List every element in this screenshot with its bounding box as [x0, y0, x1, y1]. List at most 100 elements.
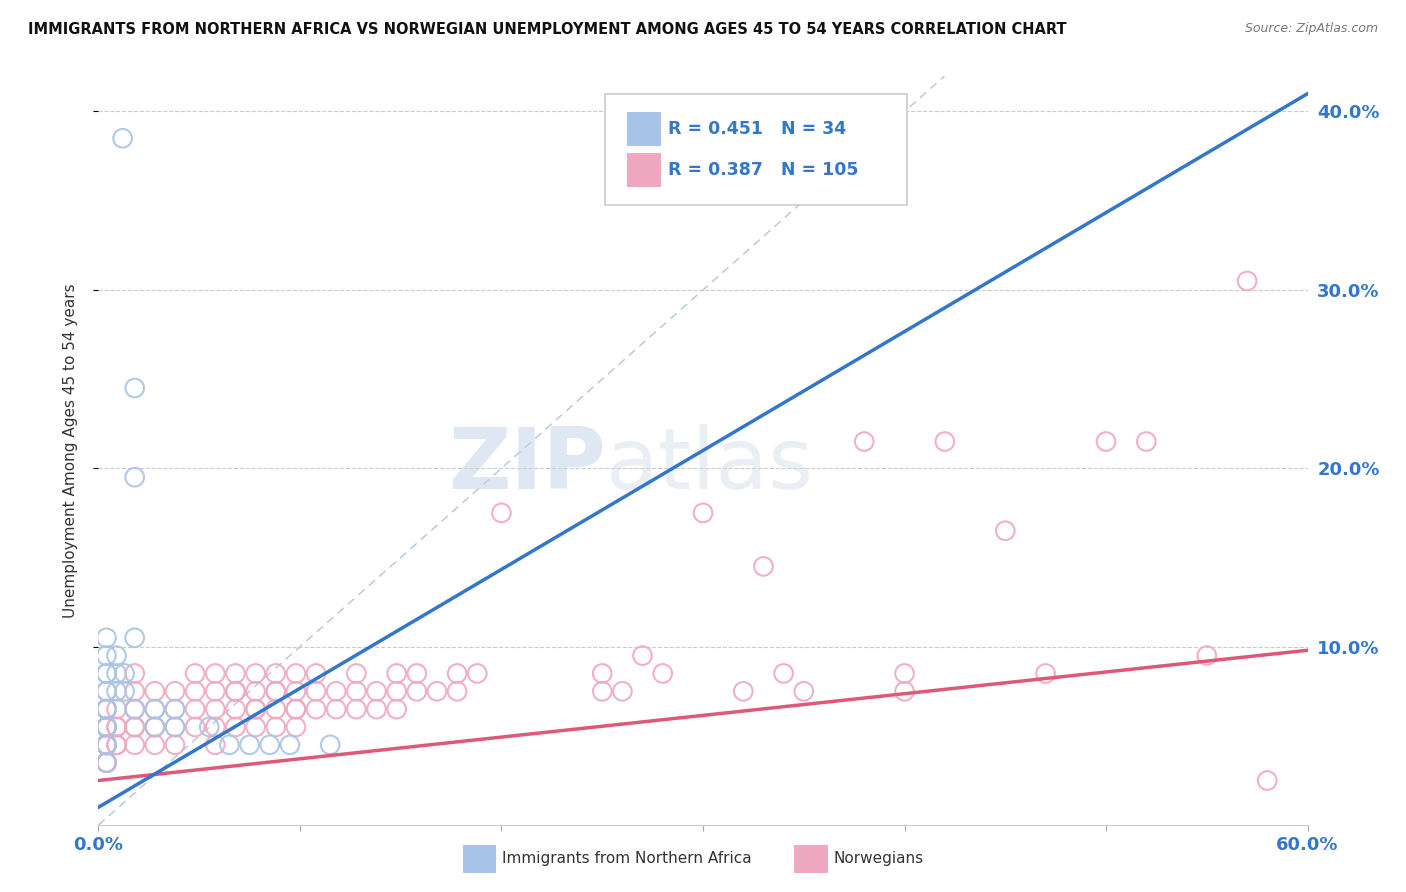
- Point: [105, 738, 128, 752]
- Point: [385, 666, 408, 681]
- Point: [96, 684, 118, 698]
- Point: [124, 470, 146, 484]
- Point: [1236, 274, 1258, 288]
- Point: [96, 720, 118, 734]
- Point: [245, 720, 267, 734]
- Point: [305, 684, 328, 698]
- Point: [204, 702, 226, 716]
- Point: [264, 720, 287, 734]
- Point: [204, 738, 226, 752]
- Text: Norwegians: Norwegians: [834, 852, 924, 866]
- Point: [319, 738, 342, 752]
- Point: [163, 720, 186, 734]
- Point: [96, 738, 118, 752]
- Point: [245, 684, 267, 698]
- Point: [651, 666, 673, 681]
- Point: [124, 738, 146, 752]
- Point: [446, 666, 468, 681]
- Text: R = 0.451   N = 34: R = 0.451 N = 34: [668, 120, 846, 138]
- Point: [96, 720, 118, 734]
- Point: [96, 720, 118, 734]
- Point: [1256, 773, 1278, 788]
- Point: [124, 381, 146, 395]
- Point: [405, 684, 427, 698]
- Point: [124, 702, 146, 716]
- Point: [893, 684, 915, 698]
- Point: [124, 631, 146, 645]
- Point: [1195, 648, 1218, 663]
- Point: [163, 738, 186, 752]
- Point: [305, 702, 328, 716]
- Point: [344, 666, 367, 681]
- Point: [366, 702, 388, 716]
- Point: [224, 666, 246, 681]
- Point: [96, 756, 118, 770]
- Point: [284, 702, 307, 716]
- Point: [105, 738, 128, 752]
- Point: [163, 684, 186, 698]
- Point: [245, 702, 267, 716]
- Point: [96, 756, 118, 770]
- Point: [631, 648, 654, 663]
- Point: [1035, 666, 1057, 681]
- Point: [184, 666, 207, 681]
- Point: [385, 684, 408, 698]
- Point: [446, 684, 468, 698]
- Point: [163, 720, 186, 734]
- Point: [96, 702, 118, 716]
- Point: [284, 720, 307, 734]
- Point: [105, 702, 128, 716]
- Point: [184, 702, 207, 716]
- Point: [105, 720, 128, 734]
- Point: [325, 702, 347, 716]
- Text: IMMIGRANTS FROM NORTHERN AFRICA VS NORWEGIAN UNEMPLOYMENT AMONG AGES 45 TO 54 YE: IMMIGRANTS FROM NORTHERN AFRICA VS NORWE…: [28, 22, 1067, 37]
- Point: [224, 684, 246, 698]
- Point: [204, 720, 226, 734]
- Point: [264, 684, 287, 698]
- Point: [143, 720, 166, 734]
- Point: [184, 684, 207, 698]
- Point: [124, 720, 146, 734]
- Point: [124, 684, 146, 698]
- Point: [105, 648, 128, 663]
- Point: [198, 720, 221, 734]
- Point: [752, 559, 775, 574]
- Point: [491, 506, 513, 520]
- Point: [344, 702, 367, 716]
- Point: [305, 666, 328, 681]
- Point: [111, 131, 134, 145]
- Point: [1095, 434, 1118, 449]
- Point: [114, 684, 136, 698]
- Point: [264, 702, 287, 716]
- Point: [114, 666, 136, 681]
- Point: [96, 756, 118, 770]
- Point: [96, 666, 118, 681]
- Point: [96, 684, 118, 698]
- Point: [264, 684, 287, 698]
- Text: Immigrants from Northern Africa: Immigrants from Northern Africa: [502, 852, 752, 866]
- Text: R = 0.387   N = 105: R = 0.387 N = 105: [668, 161, 858, 179]
- Point: [245, 666, 267, 681]
- Point: [124, 702, 146, 716]
- Point: [143, 720, 166, 734]
- Point: [264, 666, 287, 681]
- Point: [733, 684, 755, 698]
- Point: [143, 684, 166, 698]
- Point: [994, 524, 1017, 538]
- Point: [96, 648, 118, 663]
- Point: [96, 738, 118, 752]
- Point: [934, 434, 956, 449]
- Point: [105, 666, 128, 681]
- Point: [96, 720, 118, 734]
- Point: [96, 666, 118, 681]
- Point: [96, 756, 118, 770]
- Point: [325, 684, 347, 698]
- Point: [853, 434, 876, 449]
- Point: [278, 738, 301, 752]
- Point: [124, 720, 146, 734]
- Point: [224, 684, 246, 698]
- Point: [1135, 434, 1157, 449]
- Point: [96, 720, 118, 734]
- Text: ZIP: ZIP: [449, 424, 606, 507]
- Point: [224, 702, 246, 716]
